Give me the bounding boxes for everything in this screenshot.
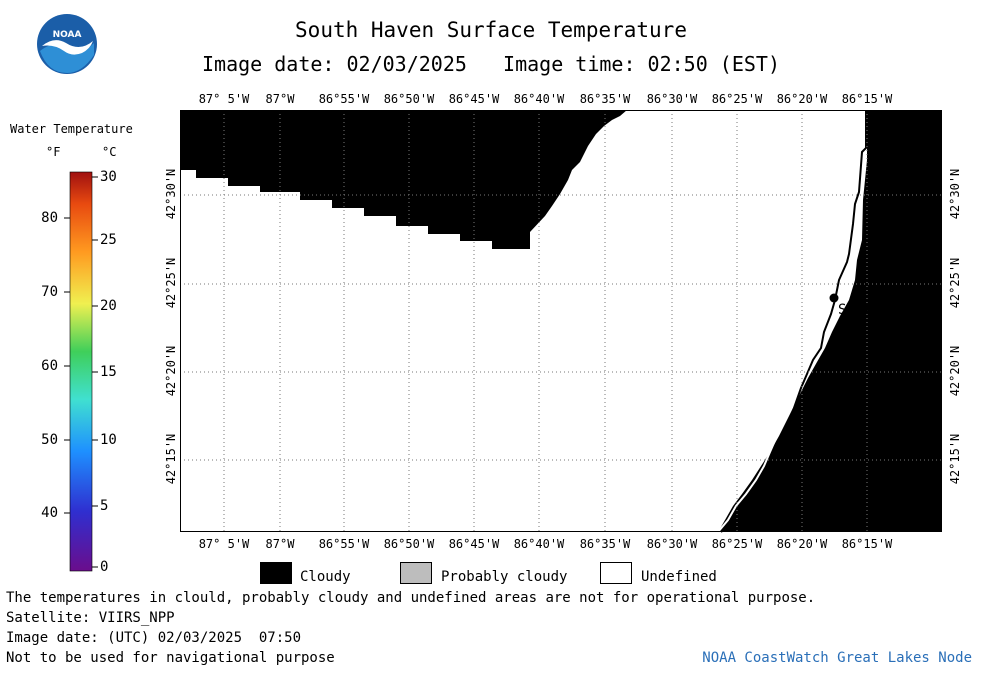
image-time: 02:50 (EST): [647, 52, 780, 76]
lat-label-right: 42°25'N: [948, 257, 962, 309]
noaa-logo-icon: NOAA: [37, 14, 97, 74]
lon-label-bottom: 86°50'W: [383, 537, 435, 551]
lon-label-top: 87°W: [265, 92, 295, 106]
south-haven-marker: [829, 293, 839, 303]
colorbar-c-tick: 10: [100, 432, 117, 448]
colorbar-f-tick: 60: [41, 358, 58, 374]
lon-label-bottom: 86°45'W: [448, 537, 500, 551]
legend-probably-cloudy-label: Probably cloudy: [441, 569, 568, 585]
image-datetime: Image date: 02/03/2025 Image time: 02:50…: [0, 52, 982, 76]
lat-label-left: 42°15'N: [164, 433, 178, 485]
colorbar-f-tick: 70: [41, 284, 58, 300]
colorbar-f-tick: 80: [41, 210, 58, 226]
lat-label-right: 42°20'N: [948, 345, 962, 397]
land-region: [718, 110, 942, 532]
lon-label-bottom: 86°20'W: [776, 537, 828, 551]
colorbar: [64, 171, 98, 572]
lat-label-left: 42°25'N: [164, 257, 178, 309]
lat-label-left: 42°30'N: [164, 168, 178, 220]
colorbar-c-tick: 5: [100, 498, 109, 514]
lon-label-bottom: 86°15'W: [841, 537, 893, 551]
utc-date-text: Image date: (UTC) 02/03/2025 07:50: [6, 630, 302, 646]
colorbar-c-tick: 15: [100, 364, 117, 380]
legend-undefined-label: Undefined: [641, 569, 717, 585]
legend-undefined-swatch: [600, 562, 632, 584]
colorbar-title: Water Temperature: [10, 122, 133, 136]
cloud-region: [180, 110, 627, 249]
lon-label-top: 86°50'W: [383, 92, 435, 106]
lat-label-left: 42°20'N: [164, 345, 178, 397]
lon-label-bottom: 86°25'W: [711, 537, 763, 551]
lon-label-bottom: 86°40'W: [513, 537, 565, 551]
lon-label-bottom: 86°30'W: [646, 537, 698, 551]
colorbar-c-tick: 20: [100, 298, 117, 314]
lon-label-top: 87° 5'W: [198, 92, 250, 106]
navigation-warning: Not to be used for navigational purpose: [6, 650, 335, 666]
image-date-label: Image date:: [202, 52, 335, 76]
map-panel: [180, 110, 942, 533]
colorbar-f-tick: 40: [41, 505, 58, 521]
logo-text: NOAA: [53, 30, 82, 40]
image-time-label: Image time:: [503, 52, 636, 76]
lon-label-top: 86°35'W: [579, 92, 631, 106]
image-date: 02/03/2025: [346, 52, 467, 76]
page-title: South Haven Surface Temperature: [295, 18, 687, 42]
lon-label-top: 86°45'W: [448, 92, 500, 106]
colorbar-f-tick: 50: [41, 432, 58, 448]
lon-label-bottom: 87°W: [265, 537, 295, 551]
colorbar-unit-c: °C: [102, 145, 117, 159]
lon-label-top: 86°25'W: [711, 92, 763, 106]
shoreline: [717, 110, 864, 533]
lon-label-top: 86°20'W: [776, 92, 828, 106]
lon-label-bottom: 86°55'W: [318, 537, 370, 551]
lon-label-top: 86°40'W: [513, 92, 565, 106]
city-label: South Haven: [838, 302, 931, 318]
legend-cloudy-swatch: [260, 562, 292, 584]
legend-cloudy-label: Cloudy: [300, 569, 351, 585]
colorbar-c-tick: 0: [100, 559, 109, 575]
lat-label-right: 42°30'N: [948, 168, 962, 220]
satellite-text: Satellite: VIIRS_NPP: [6, 610, 175, 626]
lon-label-top: 86°15'W: [841, 92, 893, 106]
colorbar-unit-f: °F: [46, 145, 61, 159]
colorbar-c-tick: 30: [100, 169, 117, 185]
lat-label-right: 42°15'N: [948, 433, 962, 485]
lon-label-bottom: 87° 5'W: [198, 537, 250, 551]
lon-label-bottom: 86°35'W: [579, 537, 631, 551]
lon-label-top: 86°55'W: [318, 92, 370, 106]
lon-label-top: 86°30'W: [646, 92, 698, 106]
colorbar-c-tick: 25: [100, 232, 117, 248]
disclaimer-text: The temperatures in clould, probably clo…: [6, 590, 816, 606]
credit-text: NOAA CoastWatch Great Lakes Node: [702, 650, 972, 666]
legend-probably-cloudy-swatch: [400, 562, 432, 584]
